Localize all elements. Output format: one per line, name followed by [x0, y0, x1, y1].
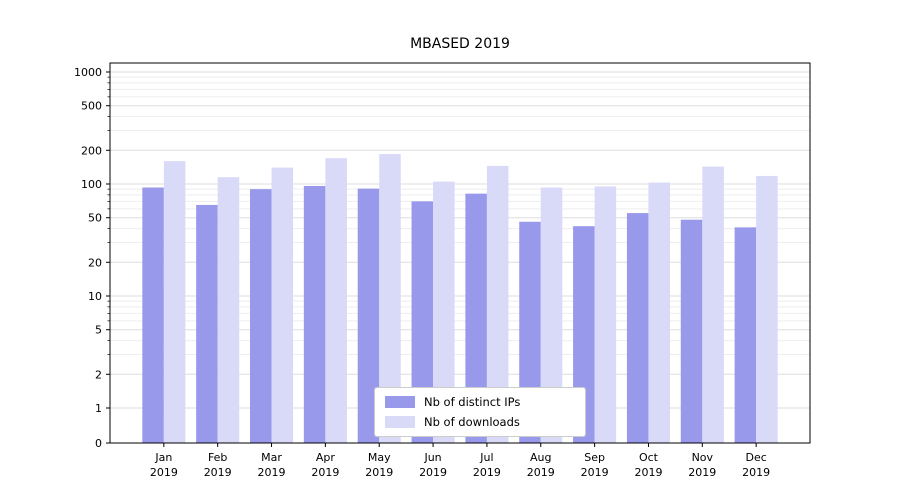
x-axis-tick-label: Oct 2019 [634, 451, 662, 479]
legend-swatch-downloads [385, 416, 415, 428]
chart-title: MBASED 2019 [410, 36, 510, 52]
legend-label-downloads: Nb of downloads [424, 415, 520, 429]
bar-nb-of-distinct-ips-apr [303, 185, 326, 443]
y-axis-tick-label: 20 [88, 256, 102, 269]
y-axis-tick-label: 0 [95, 437, 102, 450]
plot-border [109, 62, 811, 444]
bar-nb-of-downloads-oct [648, 182, 670, 443]
legend-item-downloads: Nb of downloads [385, 415, 575, 429]
bar-nb-of-distinct-ips-jan [142, 187, 164, 443]
legend-label-distinct-ips: Nb of distinct IPs [424, 395, 521, 409]
legend: Nb of distinct IPs Nb of downloads [374, 387, 586, 437]
x-axis-tick-label: Apr 2019 [311, 451, 339, 479]
y-axis-tick-label: 100 [81, 178, 102, 191]
y-axis-tick-label: 1 [95, 402, 102, 415]
bar-nb-of-downloads-jul [486, 165, 509, 443]
x-axis-tick-label: Jan 2019 [150, 451, 178, 479]
x-axis-tick-label: Sep 2019 [581, 451, 609, 479]
bar-nb-of-downloads-sep [594, 186, 617, 444]
y-axis-tick-label: 2 [95, 368, 102, 381]
bar-nb-of-distinct-ips-feb [196, 204, 218, 443]
x-axis-tick-label: Feb 2019 [204, 451, 232, 479]
x-axis-tick-label: Nov 2019 [688, 451, 716, 479]
x-axis-tick-label: Mar 2019 [258, 451, 286, 479]
x-axis-tick-label: Aug 2019 [527, 451, 555, 479]
bar-nb-of-downloads-apr [325, 158, 347, 443]
x-axis-tick-label: Jun 2019 [419, 451, 447, 479]
bar-nb-of-distinct-ips-jul [465, 193, 487, 443]
legend-item-distinct-ips: Nb of distinct IPs [385, 395, 575, 409]
bar-nb-of-downloads-aug [540, 187, 563, 443]
bar-nb-of-downloads-jun [433, 181, 455, 443]
bar-nb-of-downloads-mar [271, 167, 294, 443]
bar-nb-of-downloads-dec [756, 175, 778, 443]
bar-nb-of-distinct-ips-mar [250, 189, 272, 443]
bar-nb-of-downloads-feb [217, 177, 240, 443]
legend-swatch-distinct-ips [385, 396, 415, 408]
x-axis-tick-label: Dec 2019 [742, 451, 770, 479]
bar-nb-of-distinct-ips-oct [626, 213, 649, 443]
y-axis-tick-label: 50 [88, 212, 102, 225]
y-axis-tick-label: 5 [95, 324, 102, 337]
y-axis-tick-label: 500 [81, 100, 102, 113]
bar-nb-of-distinct-ips-jun [411, 201, 434, 443]
x-axis-tick-label: May 2019 [365, 451, 393, 479]
bar-nb-of-distinct-ips-nov [680, 219, 703, 443]
y-axis-tick-label: 200 [81, 144, 102, 157]
bar-nb-of-downloads-may [379, 154, 401, 443]
x-axis-tick-label: Jul 2019 [473, 451, 501, 479]
bar-nb-of-distinct-ips-may [357, 188, 380, 443]
y-axis-tick-label: 1000 [74, 66, 102, 79]
bar-nb-of-distinct-ips-dec [734, 227, 757, 443]
bar-nb-of-downloads-nov [702, 166, 724, 444]
y-axis-tick-label: 10 [88, 290, 102, 303]
bar-nb-of-downloads-jan [163, 161, 186, 444]
